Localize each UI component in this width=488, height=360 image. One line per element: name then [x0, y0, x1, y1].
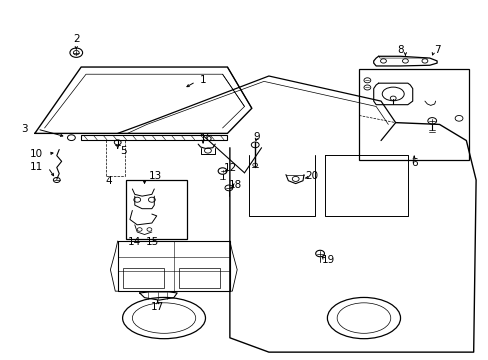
Text: 9: 9	[252, 132, 259, 142]
Text: 7: 7	[433, 45, 440, 55]
Text: 6: 6	[410, 158, 417, 168]
Text: 19: 19	[322, 255, 335, 265]
Text: 18: 18	[229, 180, 242, 190]
Bar	[358, 69, 468, 160]
Text: 15: 15	[146, 237, 159, 247]
Text: 3: 3	[21, 124, 27, 134]
Text: 2: 2	[73, 35, 80, 44]
Text: 11: 11	[30, 162, 43, 172]
Bar	[122, 268, 163, 288]
Bar	[126, 180, 187, 239]
Text: 17: 17	[151, 302, 164, 312]
Text: 14: 14	[127, 237, 141, 247]
Text: 13: 13	[148, 171, 162, 181]
Text: 20: 20	[305, 171, 318, 181]
Bar	[178, 268, 220, 288]
Text: 16: 16	[200, 133, 213, 143]
Text: 8: 8	[396, 45, 403, 55]
Bar	[81, 135, 227, 140]
Text: 1: 1	[199, 75, 206, 85]
Text: 12: 12	[224, 163, 237, 173]
Text: 4: 4	[105, 176, 112, 186]
Text: 10: 10	[30, 149, 43, 159]
Text: 5: 5	[120, 145, 126, 156]
